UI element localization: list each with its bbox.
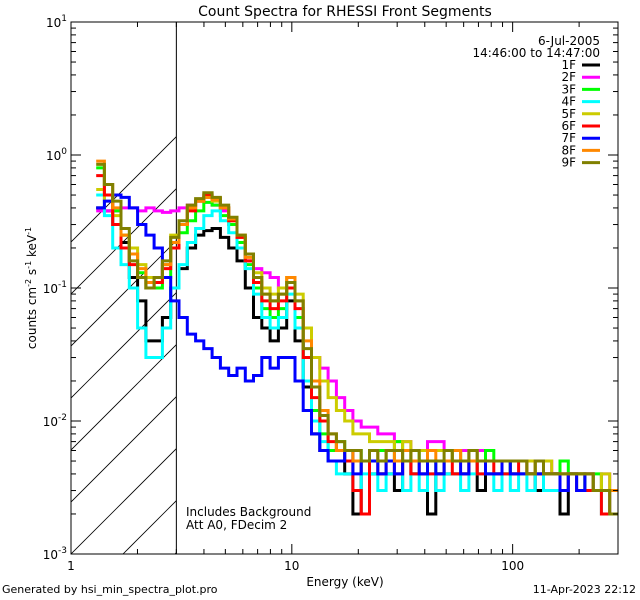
series-line-3F — [96, 166, 618, 492]
annotation-attenuator: Att A0, FDecim 2 — [186, 518, 287, 532]
footer-date: 11-Apr-2023 22:12 — [532, 583, 636, 596]
legend: 6-Jul-2005 14:46:00 to 14:47:00 1F2F3F4F… — [473, 34, 600, 170]
legend-label-2F: 2F — [561, 70, 576, 84]
series-line-9F — [96, 162, 618, 516]
axis-ticks — [70, 22, 619, 555]
legend-label-6F: 6F — [561, 119, 576, 133]
series-line-6F — [96, 174, 618, 516]
legend-label-8F: 8F — [561, 143, 576, 157]
x-tick-label: 1 — [67, 559, 75, 573]
annotation-background: Includes Background — [186, 505, 311, 519]
y-tick-label: 10-3 — [43, 546, 67, 562]
legend-date: 6-Jul-2005 — [538, 34, 600, 48]
y-tick-label: 100 — [46, 147, 67, 163]
y-tick-label: 10-2 — [43, 413, 67, 429]
legend-label-4F: 4F — [561, 95, 576, 109]
series-layer — [96, 159, 618, 516]
series-line-1F — [96, 206, 618, 516]
chart-title: Count Spectra for RHESSI Front Segments — [198, 4, 492, 20]
footer-generated-by: Generated by hsi_min_spectra_plot.pro — [2, 583, 218, 596]
x-axis-label: Energy (keV) — [306, 575, 383, 589]
x-tick-label: 10 — [284, 559, 299, 573]
x-tick-label: 100 — [501, 559, 524, 573]
x-tick-labels: 1 10 100 — [67, 559, 524, 573]
y-axis-label: counts cm-2 s-1 keV-1 — [24, 227, 39, 349]
y-tick-label: 101 — [46, 14, 67, 30]
legend-label-9F: 9F — [561, 156, 576, 170]
series-line-5F — [96, 188, 618, 492]
y-tick-label: 10-1 — [43, 280, 67, 296]
legend-label-5F: 5F — [561, 107, 576, 121]
y-tick-labels: 101 100 10-1 10-2 10-3 — [43, 14, 68, 562]
hatch-line — [71, 396, 177, 503]
legend-label-3F: 3F — [561, 82, 576, 96]
legend-time-range: 14:46:00 to 14:47:00 — [473, 46, 600, 60]
series-line-7F — [96, 193, 618, 492]
legend-label-7F: 7F — [561, 131, 576, 145]
hatch-line — [71, 448, 177, 554]
legend-label-1F: 1F — [561, 58, 576, 72]
